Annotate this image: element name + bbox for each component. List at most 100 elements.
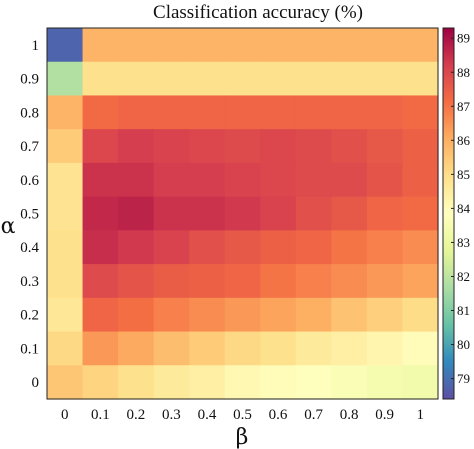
heatmap-cell [295, 129, 332, 164]
heatmap-cell [82, 95, 119, 130]
heatmap-cell [118, 95, 155, 130]
heatmap-cell [224, 162, 261, 198]
heatmap-cell [153, 331, 190, 366]
heatmap-cells [47, 28, 439, 400]
heatmap-cell [82, 28, 119, 63]
heatmap-cell [153, 28, 190, 63]
heatmap-cell [366, 365, 404, 400]
heatmap-cell [366, 28, 404, 63]
heatmap-cell [118, 196, 155, 231]
heatmap-cell [189, 129, 226, 164]
heatmap-cell [366, 162, 404, 198]
heatmap-cell [295, 230, 332, 265]
heatmap-cell [331, 95, 368, 130]
heatmap-cell [47, 162, 84, 198]
heatmap-cell [153, 297, 190, 333]
heatmap-cell [118, 365, 155, 400]
heatmap-cell [189, 297, 226, 333]
heatmap-cell [118, 264, 155, 299]
heatmap-cell [224, 331, 261, 366]
heatmap-cell [402, 297, 439, 333]
heatmap-cell [82, 297, 119, 333]
colorbar-tick-label: 87 [457, 99, 471, 114]
heatmap-cell [47, 28, 84, 63]
heatmap-cell [402, 196, 439, 231]
heatmap-cell [224, 61, 261, 97]
heatmap-cell [224, 129, 261, 164]
heatmap-cell [224, 297, 261, 333]
y-tick-label: 0.5 [20, 207, 39, 223]
heatmap-cell [260, 162, 297, 198]
colorbar-tick-label: 83 [457, 235, 470, 250]
x-tick-label: 0.3 [162, 407, 181, 423]
heatmap-cell [82, 365, 119, 400]
y-tick-labels: 1 0.9 0.8 0.7 0.6 0.5 0.4 0.3 0.2 0.1 0 [20, 38, 39, 391]
heatmap-cell [402, 61, 439, 97]
heatmap-cell [153, 61, 190, 97]
heatmap-cell [295, 61, 332, 97]
heatmap-cell [82, 230, 119, 265]
heatmap-cell [260, 297, 297, 333]
x-tick-label: 0.8 [340, 407, 359, 423]
heatmap-cell [47, 331, 84, 366]
heatmap-cell [260, 365, 297, 400]
heatmap-cell [402, 230, 439, 265]
heatmap-cell [402, 331, 439, 366]
heatmap-cell [118, 28, 155, 63]
heatmap-cell [331, 264, 368, 299]
heatmap-cell [189, 230, 226, 265]
heatmap-cell [82, 162, 119, 198]
heatmap-cell [153, 95, 190, 130]
x-tick-label: 1 [416, 407, 424, 423]
heatmap-cell [118, 129, 155, 164]
heatmap-cell [331, 196, 368, 231]
heatmap-cell [118, 230, 155, 265]
colorbar-tick-label: 79 [457, 371, 470, 386]
colorbar-tick-label: 85 [457, 167, 470, 182]
plot-frame [46, 27, 439, 400]
heatmap-cell [189, 264, 226, 299]
heatmap-cell [366, 196, 404, 231]
heatmap-cell [366, 331, 404, 366]
x-tick-labels: 0 0.1 0.2 0.3 0.4 0.5 0.6 0.7 0.8 0.9 1 [61, 407, 424, 423]
heatmap-cell [189, 28, 226, 63]
heatmap-cell [189, 331, 226, 366]
x-tick-label: 0 [61, 407, 69, 423]
y-axis-label: α [1, 214, 16, 239]
heatmap-cell [366, 264, 404, 299]
colorbar-tick-label: 81 [457, 303, 470, 318]
heatmap-cell [295, 196, 332, 231]
heatmap-cell [153, 162, 190, 198]
colorbar-tick-label: 86 [457, 133, 471, 148]
heatmap-cell [153, 129, 190, 164]
heatmap-cell [366, 297, 404, 333]
heatmap-cell [295, 95, 332, 130]
x-tick-label: 0.2 [126, 407, 145, 423]
heatmap-cell [331, 331, 368, 366]
heatmap-cell [402, 28, 439, 63]
chart-title: Classification accuracy (%) [153, 2, 363, 23]
y-tick-label: 0.8 [20, 105, 39, 121]
y-tick-label: 0.6 [20, 173, 39, 189]
colorbar-tick-label: 82 [457, 269, 470, 284]
heatmap-cell [260, 331, 297, 366]
heatmap-cell [295, 162, 332, 198]
y-tick-label: 0 [32, 375, 40, 391]
heatmap-cell [366, 129, 404, 164]
colorbar-tick-label: 89 [457, 31, 470, 46]
x-tick-label: 0.9 [375, 407, 394, 423]
heatmap-cell [260, 95, 297, 130]
heatmap-cell [153, 230, 190, 265]
heatmap-cell [366, 95, 404, 130]
heatmap-cell [331, 230, 368, 265]
heatmap-cell [224, 196, 261, 231]
heatmap-cell [402, 365, 439, 400]
colorbar-tick-label: 88 [457, 65, 470, 80]
heatmap-cell [224, 230, 261, 265]
y-tick-label: 0.1 [20, 341, 39, 357]
x-tick-label: 0.5 [233, 407, 252, 423]
heatmap-cell [153, 196, 190, 231]
heatmap-cell [260, 264, 297, 299]
heatmap-cell [82, 129, 119, 164]
